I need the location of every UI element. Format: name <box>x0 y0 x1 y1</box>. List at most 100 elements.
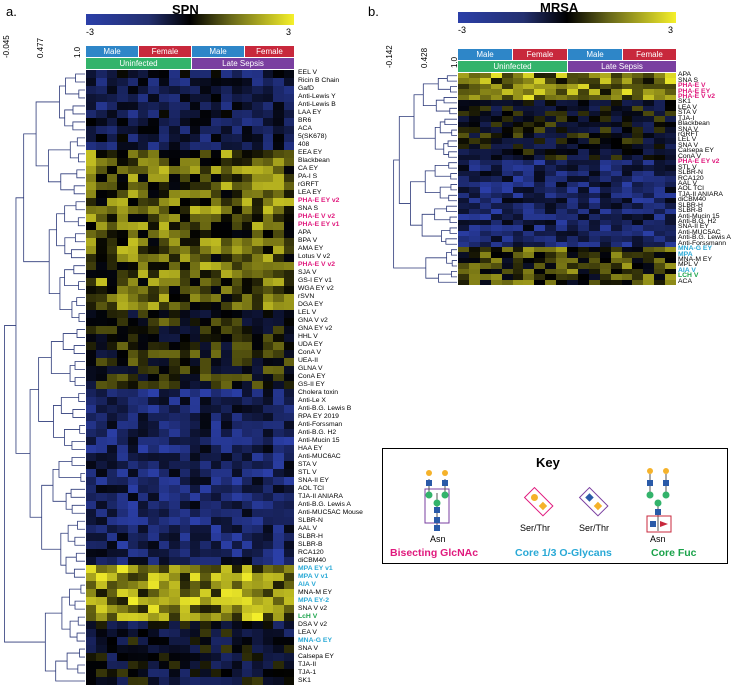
heatmap-cell <box>273 637 285 646</box>
heatmap-cell <box>610 149 622 156</box>
heatmap-cell <box>231 125 243 135</box>
heatmap-cell <box>273 109 285 119</box>
heatmap-cell <box>138 645 149 654</box>
heatmap-cell <box>210 453 222 462</box>
heatmap-cell <box>221 589 233 598</box>
heatmap-cell <box>501 208 513 215</box>
heatmap-cell <box>273 557 285 566</box>
heatmap-cell <box>117 101 129 111</box>
heatmap-cell <box>117 421 129 430</box>
heatmap-cell <box>138 269 149 279</box>
heatmap-cell <box>117 253 129 263</box>
heatmap-cell <box>501 181 513 188</box>
heatmap-cell <box>221 77 233 87</box>
heatmap-cell <box>86 493 97 502</box>
heatmap-cell <box>621 100 633 107</box>
heatmap-cell <box>117 149 129 159</box>
heatmap-cell <box>252 533 264 542</box>
row-label: GafD <box>298 85 314 93</box>
heatmap-cell <box>117 349 129 359</box>
heatmap-cell <box>621 181 633 188</box>
heatmap-cell <box>577 257 590 264</box>
heatmap-cell <box>262 261 274 271</box>
heatmap-cell <box>262 109 274 119</box>
heatmap-cell <box>221 501 233 510</box>
heatmap-cell <box>632 116 644 123</box>
heatmap-cell <box>127 93 139 103</box>
heatmap-cell <box>610 187 622 194</box>
heatmap-cell <box>501 219 513 226</box>
heatmap-cell <box>106 285 118 295</box>
heatmap-cell <box>231 613 243 622</box>
heatmap-cell <box>106 461 118 470</box>
heatmap-cell <box>665 257 676 264</box>
heatmap-cell <box>252 221 264 231</box>
row-label: SLBR-H <box>678 201 703 209</box>
heatmap-cell <box>169 637 181 646</box>
dendrogram-branch <box>444 118 457 126</box>
heatmap-cell <box>523 246 535 253</box>
heatmap-cell <box>262 269 274 279</box>
heatmap-cell <box>534 230 546 237</box>
heatmap-cell <box>242 341 253 351</box>
heatmap-cell <box>599 257 612 264</box>
row-label: APA <box>298 229 312 237</box>
heatmap-cell <box>127 581 139 590</box>
heatmap-cell <box>138 101 149 111</box>
heatmap-cell <box>242 349 253 359</box>
heatmap-cell <box>169 109 181 119</box>
heatmap-cell <box>96 213 108 223</box>
heatmap-cell <box>117 381 129 390</box>
heatmap-cell <box>106 253 118 263</box>
heatmap-cell <box>490 214 503 221</box>
heatmap-cell <box>210 421 222 430</box>
heatmap-cell <box>534 170 546 177</box>
key-category-bisecting: Bisecting GlcNAc <box>390 547 479 559</box>
heatmap-cell <box>577 100 590 107</box>
heatmap-cell <box>231 661 243 670</box>
heatmap-cell <box>283 149 294 159</box>
heatmap-cell <box>556 176 568 183</box>
heatmap-cell <box>117 245 129 255</box>
heatmap-cell <box>283 333 294 343</box>
heatmap-cell <box>200 309 212 319</box>
heatmap-cell <box>200 637 212 646</box>
heatmap-cell <box>158 221 170 231</box>
heatmap-cell <box>262 381 274 390</box>
heatmap-cell <box>158 381 170 390</box>
heatmap-cell <box>599 127 612 134</box>
dendrogram-branch <box>73 185 85 195</box>
heatmap-cell <box>221 245 233 255</box>
row-label: SNA V <box>678 141 699 149</box>
heatmap-cell <box>221 549 233 558</box>
heatmap-cell <box>534 279 546 285</box>
heatmap-cell <box>643 214 655 221</box>
heatmap-cell <box>242 477 253 486</box>
heatmap-cell <box>231 493 243 502</box>
heatmap-cell <box>200 261 212 271</box>
heatmap-cell <box>169 165 181 175</box>
heatmap-cell <box>610 274 622 281</box>
heatmap-cell <box>654 246 666 253</box>
heatmap-cell <box>273 101 285 111</box>
heatmap-cell <box>242 573 253 582</box>
heatmap-cell <box>610 246 622 253</box>
heatmap-cell <box>512 219 524 226</box>
heatmap-cell <box>588 225 601 232</box>
heatmap-cell <box>252 301 264 311</box>
heatmap-cell <box>599 105 612 112</box>
heatmap-cell <box>200 589 212 598</box>
heatmap-cell <box>545 94 557 101</box>
row-label: STA V <box>298 460 317 468</box>
heatmap-cell <box>283 469 294 478</box>
heatmap-cell <box>588 73 601 79</box>
row-label: LEA EY <box>298 189 322 197</box>
heatmap-cell <box>210 469 222 478</box>
heatmap-cell <box>643 279 655 285</box>
heatmap-cell <box>148 189 160 199</box>
dendrogram-branch <box>80 472 85 482</box>
heatmap-cell <box>556 159 568 166</box>
heatmap-cell <box>273 485 285 494</box>
heatmap-cell <box>632 73 644 79</box>
row-label: Cholera toxin <box>298 388 339 396</box>
